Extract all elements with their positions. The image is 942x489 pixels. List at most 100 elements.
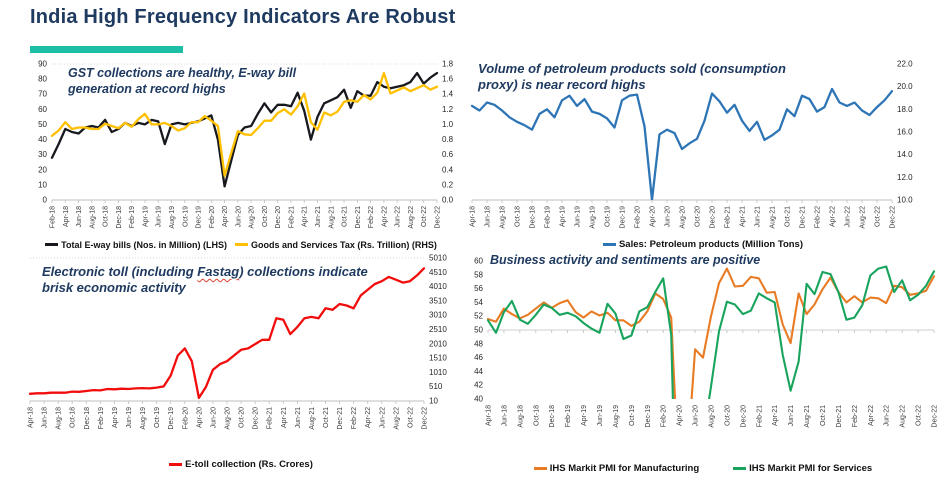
legend-label: IHS Markit PMI for Manufacturing	[549, 463, 700, 474]
svg-text:2510: 2510	[429, 325, 447, 334]
svg-text:Aug-22: Aug-22	[860, 206, 867, 229]
svg-text:Aug-21: Aug-21	[770, 206, 777, 229]
etoll-plot: Apr-18 Jun-18 Aug-18 Oct-18 Dec-18 Feb-19 Apr-…	[28, 254, 448, 430]
chart-panel-gst-eway: GST collections are healthy, E-way bill …	[18, 56, 464, 252]
svg-text:Jun-18: Jun-18	[485, 206, 492, 228]
svg-text:Apr-21: Apr-21	[281, 407, 288, 428]
legend-item: IHS Markit PMI for Services	[733, 463, 872, 474]
svg-text:Apr-22: Apr-22	[868, 405, 875, 426]
svg-text:Dec-21: Dec-21	[800, 206, 807, 229]
chart-title-gst-eway: GST collections are healthy, E-way bill …	[68, 66, 297, 96]
svg-text:1.8: 1.8	[442, 60, 454, 69]
chart-panel-petroleum: Volume of petroleum products sold (consu…	[466, 56, 940, 252]
petroleum-plot: Apr-18 Jun-18 Aug-18 Oct-18 Dec-18 Feb-19 Apr-…	[470, 60, 914, 229]
svg-text:Apr-22: Apr-22	[365, 407, 372, 428]
svg-text:20.0: 20.0	[897, 82, 913, 91]
svg-text:Feb-18: Feb-18	[50, 206, 57, 228]
svg-text:56: 56	[474, 284, 483, 293]
svg-text:Apr-19: Apr-19	[112, 407, 119, 428]
svg-text:5010: 5010	[429, 254, 447, 263]
svg-text:Dec-20: Dec-20	[275, 206, 282, 229]
svg-text:Jun-20: Jun-20	[210, 407, 217, 429]
svg-text:Aug-18: Aug-18	[56, 407, 63, 430]
svg-text:Oct-18: Oct-18	[515, 206, 522, 227]
chart-legend: Total E-way bills (Nos. in Million) (LHS…	[18, 237, 464, 252]
svg-text:Dec-21: Dec-21	[836, 405, 843, 428]
svg-text:Jun-22: Jun-22	[379, 407, 386, 429]
svg-text:Feb-21: Feb-21	[725, 206, 732, 228]
svg-text:Dec-18: Dec-18	[84, 407, 91, 430]
svg-text:Apr-21: Apr-21	[740, 206, 747, 227]
svg-text:Aug-21: Aug-21	[804, 405, 811, 428]
svg-text:Jun-19: Jun-19	[597, 405, 604, 427]
svg-text:Jun-21: Jun-21	[755, 206, 762, 228]
svg-text:Dec-18: Dec-18	[116, 206, 123, 229]
svg-text:Jun-22: Jun-22	[845, 206, 852, 228]
svg-text:Dec-18: Dec-18	[549, 405, 556, 428]
svg-text:1.4: 1.4	[442, 90, 454, 99]
svg-text:10.0: 10.0	[897, 196, 913, 205]
svg-text:10: 10	[38, 180, 47, 189]
svg-text:Oct-20: Oct-20	[724, 405, 731, 426]
legend-marker-eway	[45, 243, 59, 246]
svg-text:Apr-21: Apr-21	[302, 206, 309, 227]
svg-text:0.8: 0.8	[442, 135, 454, 144]
svg-text:58: 58	[474, 270, 483, 279]
page-title: India High Frequency Indicators Are Robu…	[30, 6, 456, 28]
svg-text:Apr-20: Apr-20	[222, 206, 229, 227]
svg-text:Aug-21: Aug-21	[309, 407, 316, 430]
svg-text:Aug-18: Aug-18	[500, 206, 507, 229]
legend-marker-manufacturing	[533, 467, 547, 470]
svg-text:42: 42	[474, 381, 483, 390]
svg-text:50: 50	[38, 120, 47, 129]
chart-panel-etoll: Electronic toll (including Fastag) colle…	[18, 252, 464, 472]
svg-text:Jun-19: Jun-19	[575, 206, 582, 228]
svg-text:4010: 4010	[429, 282, 447, 291]
legend-marker-services	[733, 467, 747, 470]
svg-text:70: 70	[38, 90, 47, 99]
legend-item: E-toll collection (Rs. Crores)	[169, 459, 313, 470]
svg-text:Apr-20: Apr-20	[677, 405, 684, 426]
svg-text:Jun-21: Jun-21	[788, 405, 795, 427]
chart-panel-pmi: Business activity and sentiments are pos…	[466, 252, 940, 476]
svg-text:Dec-18: Dec-18	[530, 206, 537, 229]
svg-text:Oct-20: Oct-20	[239, 407, 246, 428]
svg-text:Jun-20: Jun-20	[693, 405, 700, 427]
svg-text:18.0: 18.0	[897, 105, 913, 114]
svg-text:Oct-21: Oct-21	[820, 405, 827, 426]
legend-label: E-toll collection (Rs. Crores)	[185, 459, 313, 470]
svg-text:1.2: 1.2	[442, 105, 454, 114]
svg-text:1510: 1510	[429, 354, 447, 363]
svg-text:0.4: 0.4	[442, 165, 454, 174]
legend-marker-petroleum	[602, 243, 616, 246]
svg-text:Jun-19: Jun-19	[156, 206, 163, 228]
svg-text:Oct-21: Oct-21	[785, 206, 792, 227]
legend-label: Total E-way bills (Nos. in Million) (LHS…	[61, 239, 227, 250]
svg-text:Apr-19: Apr-19	[560, 206, 567, 227]
chart-title-etoll: Electronic toll (including Fastag) colle…	[42, 264, 368, 296]
svg-text:40: 40	[474, 395, 483, 404]
svg-text:Dec-21: Dec-21	[355, 206, 362, 229]
svg-text:Apr-18: Apr-18	[63, 206, 70, 227]
svg-text:30: 30	[38, 150, 47, 159]
svg-text:Feb-20: Feb-20	[635, 206, 642, 228]
svg-text:Oct-18: Oct-18	[533, 405, 540, 426]
chart-legend: E-toll collection (Rs. Crores)	[18, 457, 464, 472]
svg-text:12.0: 12.0	[897, 173, 913, 182]
svg-text:Aug-20: Aug-20	[249, 206, 256, 229]
chart-legend: IHS Markit PMI for Manufacturing IHS Mar…	[466, 461, 940, 476]
svg-text:Jun-19: Jun-19	[126, 407, 133, 429]
svg-text:Oct-20: Oct-20	[262, 206, 269, 227]
legend-item: IHS Markit PMI for Manufacturing	[533, 463, 700, 474]
chart-legend: Sales: Petroleum products (Million Tons)	[466, 237, 940, 252]
svg-text:Feb-21: Feb-21	[288, 206, 295, 228]
svg-text:Aug-19: Aug-19	[140, 407, 147, 430]
svg-text:22.0: 22.0	[897, 60, 913, 69]
svg-text:Dec-22: Dec-22	[890, 206, 897, 229]
svg-text:Apr-19: Apr-19	[142, 206, 149, 227]
svg-text:40: 40	[38, 135, 47, 144]
svg-text:Oct-19: Oct-19	[154, 407, 161, 428]
svg-text:2010: 2010	[429, 339, 447, 348]
svg-text:52: 52	[474, 312, 483, 321]
